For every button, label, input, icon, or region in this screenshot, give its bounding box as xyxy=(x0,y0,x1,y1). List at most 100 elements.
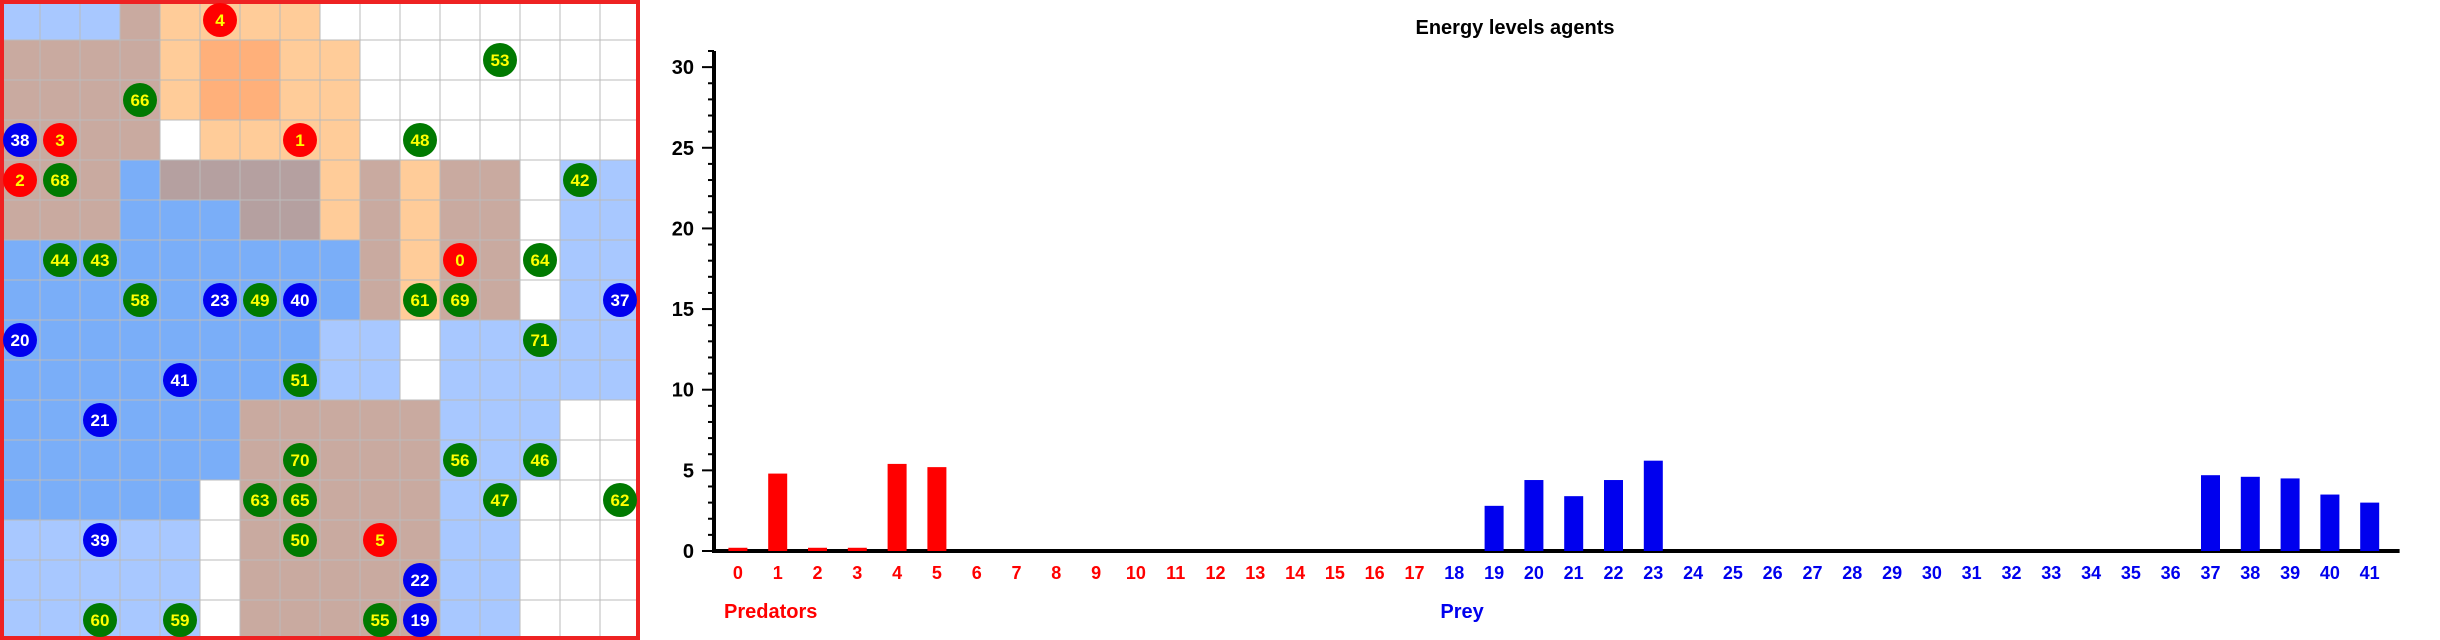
grid-cell xyxy=(279,599,321,640)
agent-label: 19 xyxy=(411,611,430,630)
prey-agent: 23 xyxy=(203,283,237,317)
grid-cell xyxy=(119,239,161,281)
plant-agent-marker xyxy=(403,283,437,317)
grid-cell xyxy=(599,559,640,601)
prey-agent-marker xyxy=(203,283,237,317)
agent-label: 22 xyxy=(411,571,430,590)
grid-cell xyxy=(599,199,640,241)
plant-agent: 55 xyxy=(363,603,397,637)
grid-cell xyxy=(319,559,361,601)
prey-agent: 41 xyxy=(163,363,197,397)
grid-cell xyxy=(559,39,601,81)
grid-cell xyxy=(119,0,161,41)
grid-cell xyxy=(279,159,321,201)
bar xyxy=(808,547,827,551)
plant-agent-marker xyxy=(243,283,277,317)
grid-cell xyxy=(599,399,640,441)
y-tick-label: 5 xyxy=(683,460,694,482)
x-tick-label: 41 xyxy=(2360,563,2380,583)
grid-cell xyxy=(359,239,401,281)
grid-cell xyxy=(399,439,441,481)
grid-cell xyxy=(439,599,481,640)
grid-cell xyxy=(239,519,281,561)
grid-cell xyxy=(39,39,81,81)
plant-agent: 68 xyxy=(43,163,77,197)
grid-cell xyxy=(79,119,121,161)
grid-cell xyxy=(559,199,601,241)
grid-cell xyxy=(359,479,401,521)
plant-agent-marker xyxy=(563,163,597,197)
grid-cell xyxy=(199,399,241,441)
plant-agent: 49 xyxy=(243,283,277,317)
x-tick-label: 3 xyxy=(852,563,862,583)
agent-label: 59 xyxy=(171,611,190,630)
plant-agent-marker xyxy=(283,443,317,477)
x-tick-label: 19 xyxy=(1484,563,1504,583)
grid-cell xyxy=(0,79,41,121)
grid-cell xyxy=(439,39,481,81)
grid-cell xyxy=(359,199,401,241)
prey-agent: 19 xyxy=(403,603,437,637)
grid-cell xyxy=(399,159,441,201)
grid-cell xyxy=(159,319,201,361)
y-tick-label: 0 xyxy=(683,541,694,563)
grid-cell xyxy=(279,559,321,601)
grid-cell xyxy=(79,559,121,601)
plant-agent: 51 xyxy=(283,363,317,397)
plant-agent: 43 xyxy=(83,243,117,277)
grid-cell xyxy=(559,0,601,41)
grid-cell xyxy=(559,479,601,521)
grid-cell xyxy=(159,479,201,521)
grid-cell xyxy=(439,79,481,121)
grid-cell xyxy=(119,479,161,521)
world-frame xyxy=(0,0,640,640)
x-tick-label: 18 xyxy=(1444,563,1464,583)
grid-cell xyxy=(359,0,401,41)
grid-cell xyxy=(119,599,161,640)
agent-label: 62 xyxy=(611,491,630,510)
grid-cell xyxy=(559,319,601,361)
x-tick-label: 22 xyxy=(1603,563,1623,583)
bar xyxy=(1643,460,1663,551)
x-tick-label: 20 xyxy=(1524,563,1544,583)
grid-cell xyxy=(479,519,521,561)
grid-cell xyxy=(399,199,441,241)
grid-cell xyxy=(119,39,161,81)
grid-cell xyxy=(319,319,361,361)
grid-cell xyxy=(79,159,121,201)
grid-cell xyxy=(79,199,121,241)
grid-cell xyxy=(199,319,241,361)
grid-cell xyxy=(399,239,441,281)
grid-cell xyxy=(39,79,81,121)
bar xyxy=(847,547,867,551)
grid-cell xyxy=(359,39,401,81)
predator-agent: 3 xyxy=(43,123,77,157)
grid-cell xyxy=(599,159,640,201)
grid-cell xyxy=(559,239,601,281)
chart-title: Energy levels agents xyxy=(1416,17,1615,39)
predator-agent: 2 xyxy=(3,163,37,197)
grid-cell xyxy=(359,119,401,161)
plant-agent: 50 xyxy=(283,523,317,557)
plant-agent-marker xyxy=(123,83,157,117)
prey-agent-marker xyxy=(163,363,197,397)
x-tick-label: 30 xyxy=(1922,563,1942,583)
x-tick-label: 12 xyxy=(1205,563,1225,583)
grid-cell xyxy=(39,319,81,361)
grid-cell xyxy=(559,79,601,121)
predator-agent-marker xyxy=(3,163,37,197)
bar xyxy=(1484,505,1504,551)
grid-cell xyxy=(599,119,640,161)
grid-cell xyxy=(0,39,41,81)
grid-cell xyxy=(279,79,321,121)
energy-chart: Energy levels agents 0 5 10 15 20 25 30 0 1 2 3 4 5 6… xyxy=(650,0,2440,640)
grid-cell xyxy=(0,439,41,481)
plant-agent: 69 xyxy=(443,283,477,317)
grid-cell xyxy=(119,559,161,601)
x-tick-label: 27 xyxy=(1802,563,1822,583)
plant-agent-marker xyxy=(83,603,117,637)
x-tick-label: 7 xyxy=(1011,563,1021,583)
prey-agent: 37 xyxy=(603,283,637,317)
grid-cell xyxy=(479,159,521,201)
grid-cell xyxy=(0,279,41,321)
